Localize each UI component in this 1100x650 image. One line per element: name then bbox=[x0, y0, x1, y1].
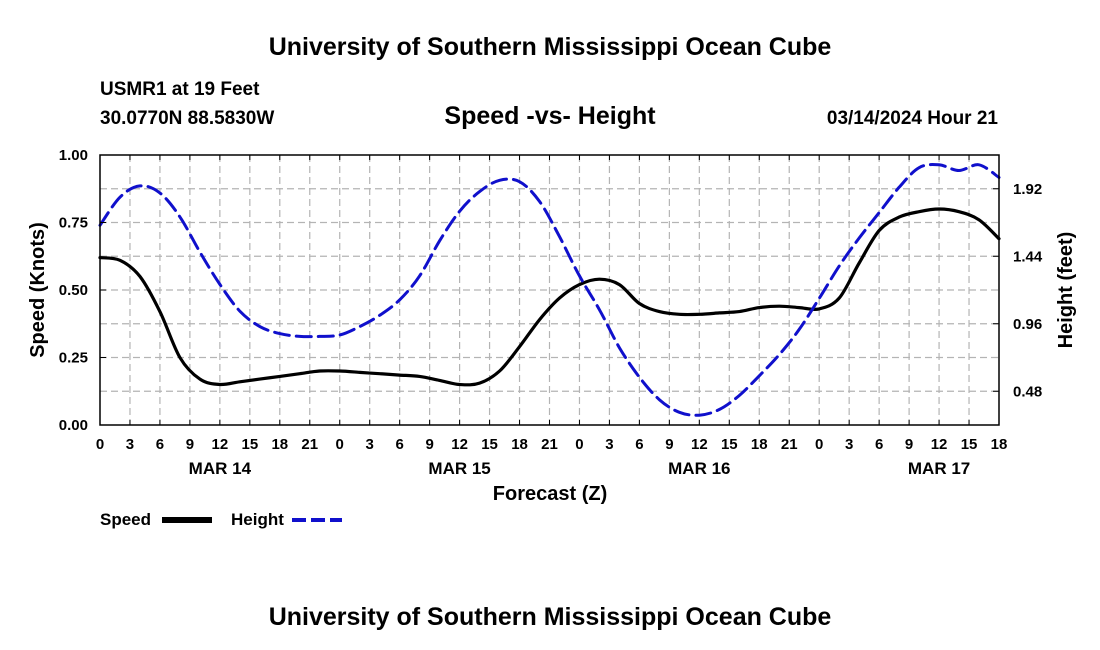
legend-speed-label: Speed bbox=[100, 510, 151, 529]
x-tick-label: 6 bbox=[875, 436, 883, 453]
axes: 0 3 6 9 12 15 18 21 0 3 6 9 12 15 18 21 0 3 6 9 12 15 18 21 0 3 6 9… bbox=[59, 147, 1043, 478]
x-date-label: MAR 14 bbox=[189, 459, 252, 478]
station-label: USMR1 at 19 Feet bbox=[100, 79, 260, 100]
x-tick-label: 18 bbox=[751, 436, 768, 453]
x-date-label: MAR 15 bbox=[428, 459, 490, 478]
x-date-label: MAR 16 bbox=[668, 459, 730, 478]
x-tick-label: 12 bbox=[691, 436, 708, 453]
x-tick-label: 15 bbox=[961, 436, 978, 453]
chart-title-bottom: University of Southern Mississippi Ocean… bbox=[269, 603, 832, 631]
y2-tick-label: 1.44 bbox=[1013, 248, 1043, 265]
y2-axis-title: Height (feet) bbox=[1055, 232, 1077, 349]
x-tick-label: 18 bbox=[511, 436, 528, 453]
y-tick-label: 1.00 bbox=[59, 147, 88, 164]
x-tick-label: 3 bbox=[605, 436, 613, 453]
y2-tick-label: 1.92 bbox=[1013, 181, 1042, 198]
x-tick-label: 9 bbox=[905, 436, 913, 453]
y-tick-label: 0.75 bbox=[59, 215, 88, 232]
y-tick-label: 0.50 bbox=[59, 282, 88, 299]
legend-height-label: Height bbox=[231, 510, 284, 529]
legend: Speed Height bbox=[100, 510, 342, 529]
x-tick-label: 0 bbox=[575, 436, 583, 453]
x-tick-label: 3 bbox=[126, 436, 134, 453]
x-tick-label: 12 bbox=[931, 436, 948, 453]
y-tick-label: 0.00 bbox=[59, 417, 88, 434]
x-tick-label: 18 bbox=[991, 436, 1008, 453]
x-tick-label: 9 bbox=[186, 436, 194, 453]
x-tick-label: 21 bbox=[541, 436, 558, 453]
x-tick-label: 0 bbox=[815, 436, 823, 453]
y2-tick-label: 0.48 bbox=[1013, 383, 1042, 400]
x-tick-label: 12 bbox=[451, 436, 468, 453]
x-tick-label: 0 bbox=[336, 436, 344, 453]
y-tick-label: 0.25 bbox=[59, 350, 88, 367]
x-tick-label: 6 bbox=[635, 436, 643, 453]
x-tick-label: 21 bbox=[781, 436, 798, 453]
y2-tick-label: 0.96 bbox=[1013, 316, 1042, 333]
x-tick-label: 18 bbox=[271, 436, 288, 453]
height-series-line bbox=[98, 163, 1001, 417]
chart-subtitle: Speed -vs- Height bbox=[444, 102, 656, 130]
x-tick-label: 9 bbox=[665, 436, 673, 453]
x-tick-label: 6 bbox=[156, 436, 164, 453]
y-axis-title: Speed (Knots) bbox=[27, 222, 49, 358]
x-date-label: MAR 17 bbox=[908, 459, 970, 478]
speed-series-line bbox=[98, 207, 1001, 387]
x-tick-label: 21 bbox=[301, 436, 318, 453]
x-tick-label: 0 bbox=[96, 436, 104, 453]
x-axis-title: Forecast (Z) bbox=[493, 483, 607, 505]
x-tick-label: 3 bbox=[366, 436, 374, 453]
x-tick-label: 6 bbox=[395, 436, 403, 453]
x-tick-label: 15 bbox=[481, 436, 498, 453]
x-tick-label: 12 bbox=[212, 436, 229, 453]
chart-title-top: University of Southern Mississippi Ocean… bbox=[269, 33, 832, 61]
x-tick-label: 15 bbox=[241, 436, 258, 453]
grid bbox=[100, 155, 999, 425]
x-tick-label: 9 bbox=[425, 436, 433, 453]
location-label: 30.0770N 88.5830W bbox=[100, 108, 274, 129]
x-tick-label: 3 bbox=[845, 436, 853, 453]
datetime-label: 03/14/2024 Hour 21 bbox=[827, 108, 999, 129]
x-tick-label: 15 bbox=[721, 436, 738, 453]
series-layer bbox=[98, 163, 1001, 417]
